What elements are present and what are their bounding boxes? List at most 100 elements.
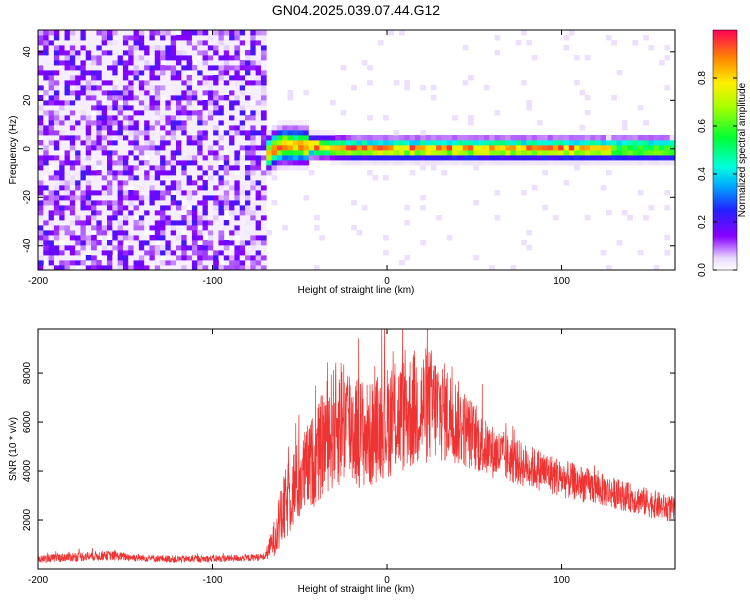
- spectrogram-cell: [107, 170, 113, 176]
- spectrogram-cell: [250, 125, 257, 131]
- spectrogram-cell: [329, 155, 336, 161]
- spectrogram-cell: [229, 125, 235, 131]
- spectrogram-cell: [239, 110, 246, 116]
- spectrogram-cell: [38, 145, 44, 151]
- spectrogram-cell: [43, 165, 50, 171]
- spectrogram-cell: [53, 255, 60, 261]
- spectrogram-cell: [122, 225, 129, 231]
- spectrogram-cell: [191, 220, 198, 226]
- spectrogram-cell: [80, 155, 87, 161]
- spectrogram-cell: [170, 125, 177, 131]
- spectrogram-cell: [420, 160, 426, 166]
- spectrogram-cell: [170, 100, 177, 106]
- spectrogram-cell: [138, 50, 145, 56]
- spectrogram-cell: [48, 250, 55, 256]
- spectrogram-cell: [292, 140, 299, 146]
- spectrogram-cell: [605, 160, 612, 166]
- spectrogram-cell: [234, 160, 241, 166]
- spectrogram-cell: [170, 205, 177, 211]
- spectrogram-cell: [202, 115, 209, 121]
- spectrogram-cell: [48, 90, 55, 96]
- spectrogram-cell: [260, 215, 267, 221]
- spectrogram-cell: [128, 150, 134, 156]
- spectrogram-cell: [536, 150, 543, 156]
- spectrogram-cell: [250, 240, 257, 246]
- spectrogram-cell: [627, 145, 633, 151]
- spectrogram-cell: [377, 155, 384, 161]
- spectrogram-cell: [186, 255, 193, 261]
- spectrogram-cell: [181, 165, 188, 171]
- spectrogram-cell: [207, 145, 214, 151]
- spectrogram-cell: [85, 70, 92, 76]
- spectrogram-cell: [574, 160, 580, 166]
- spectrogram-cell: [600, 135, 607, 141]
- spectrogram-cell: [160, 200, 166, 206]
- spectrogram-cell: [181, 125, 188, 131]
- spectrogram-cell: [483, 140, 490, 146]
- spectrogram-cell: [53, 205, 60, 211]
- spectrogram-cell: [91, 100, 97, 106]
- spectrogram-cell: [664, 55, 671, 61]
- spectrogram-cell: [176, 245, 182, 251]
- spectrogram-cell: [213, 80, 219, 86]
- spectrogram-cell: [234, 265, 241, 270]
- spectrogram-cell: [59, 70, 65, 76]
- spectrogram-cell: [526, 100, 533, 106]
- spectrogram-cell: [648, 150, 655, 156]
- spectrogram-cell: [234, 210, 241, 216]
- spectrogram-cell: [414, 160, 421, 166]
- spectrogram-cell: [176, 210, 182, 216]
- spectrogram-cell: [547, 135, 554, 141]
- spectrogram-cell: [85, 45, 92, 51]
- spectrogram-cell: [133, 255, 140, 261]
- spectrogram-cell: [107, 265, 113, 270]
- spectrogram-cell: [112, 85, 119, 91]
- spectrogram-cell: [186, 110, 193, 116]
- spectrogram-cell: [234, 250, 241, 256]
- spectrogram-cell: [595, 155, 602, 161]
- spectrogram-cell: [85, 95, 92, 101]
- spectrogram-cell: [648, 160, 655, 166]
- spectrogram-cell: [186, 125, 193, 131]
- spectrogram-cell: [38, 225, 44, 231]
- spectrogram-cell: [75, 200, 81, 206]
- spectrogram-cell: [43, 105, 50, 111]
- spectrogram-cell: [239, 165, 246, 171]
- spectrogram-cell: [165, 75, 172, 81]
- spectrogram-cell: [64, 265, 71, 270]
- spectrogram-cell: [250, 170, 257, 176]
- spectrogram-cell: [64, 185, 71, 191]
- spectrogram-cell: [239, 175, 246, 181]
- spectrogram-cell: [430, 95, 437, 101]
- spectrogram-cell: [361, 145, 368, 151]
- spectrogram-cell: [149, 245, 156, 251]
- spectrogram-cell: [53, 180, 60, 186]
- spectrogram-cell: [637, 150, 644, 156]
- spectrogram-cell: [59, 195, 65, 201]
- spectrogram-cell: [191, 65, 198, 71]
- spectrogram-cell: [255, 90, 262, 96]
- spectrogram-xtick-label: -100: [203, 276, 223, 287]
- spectrogram-cell: [117, 40, 124, 46]
- spectrogram-cell: [648, 135, 655, 141]
- spectrogram-cell: [191, 105, 198, 111]
- spectrogram-cell: [250, 175, 257, 181]
- spectrogram-cell: [75, 130, 81, 136]
- spectrogram-cell: [107, 180, 113, 186]
- spectrogram-cell: [53, 40, 60, 46]
- spectrogram-cell: [191, 185, 198, 191]
- spectrogram-cell: [234, 105, 241, 111]
- spectrogram-cell: [181, 75, 188, 81]
- spectrogram-cell: [154, 95, 161, 101]
- spectrogram-cell: [138, 110, 145, 116]
- spectrogram-cell: [64, 65, 71, 71]
- spectrogram-cell: [122, 215, 129, 221]
- spectrogram-cell: [473, 150, 479, 156]
- spectrogram-cell: [69, 95, 76, 101]
- spectrogram-cell: [138, 120, 145, 126]
- spectrogram-cell: [133, 120, 140, 126]
- spectrogram-cell: [229, 190, 235, 196]
- spectrogram-cell: [165, 100, 172, 106]
- spectrogram-cell: [176, 265, 182, 270]
- spectrogram-cell: [138, 210, 145, 216]
